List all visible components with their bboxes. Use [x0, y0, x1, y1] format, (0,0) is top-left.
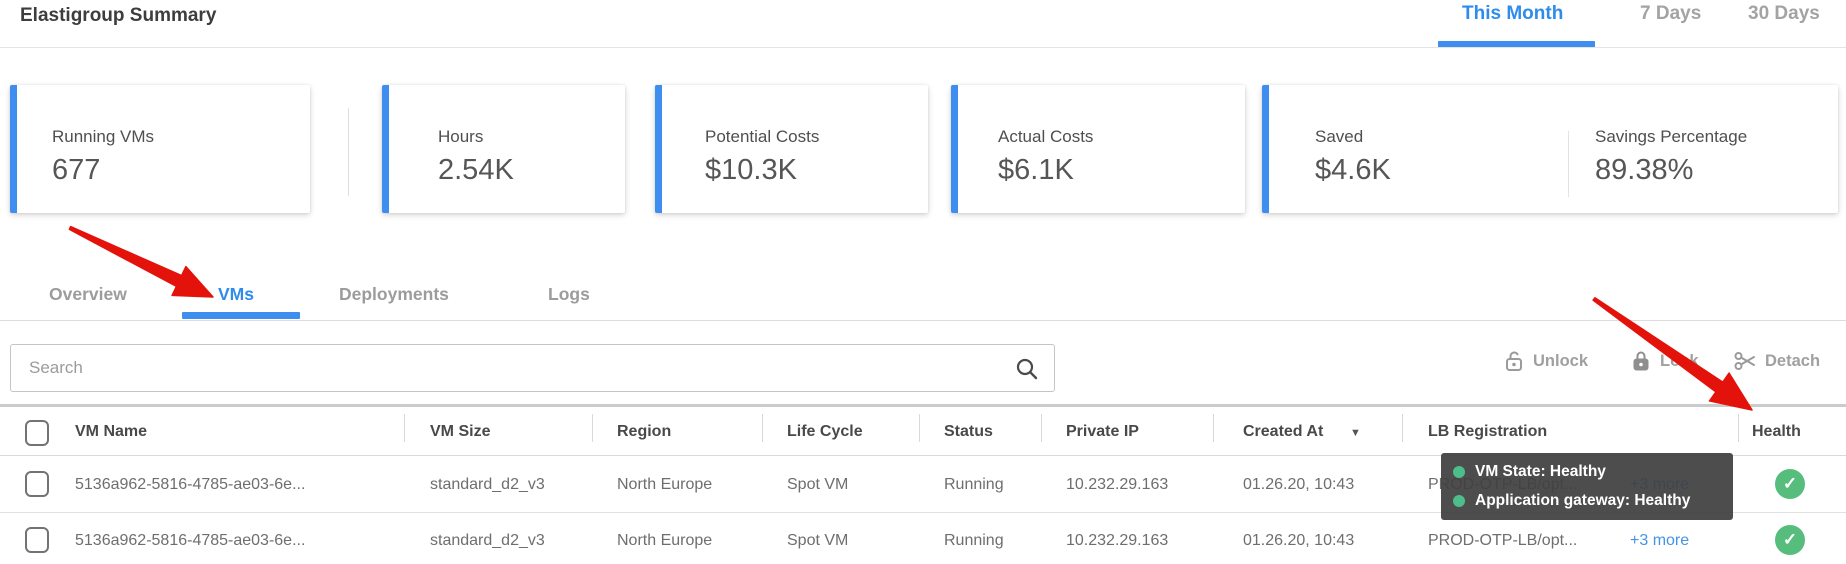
column-divider — [1738, 414, 1739, 442]
column-divider — [404, 414, 405, 442]
col-header-region[interactable]: Region — [617, 423, 672, 440]
card-value: $6.1K — [998, 154, 1074, 186]
table-top-border — [0, 404, 1846, 407]
healthy-dot-icon — [1453, 466, 1465, 478]
health-check-icon[interactable]: ✓ — [1775, 469, 1805, 499]
healthy-dot-icon — [1453, 495, 1465, 507]
lock-button[interactable]: Lock — [1630, 349, 1699, 373]
lock-icon — [1630, 349, 1652, 373]
row-checkbox[interactable] — [25, 471, 49, 497]
search-input[interactable] — [11, 345, 1054, 391]
cell-vm-name: 5136a962-5816-4785-ae03-6e... — [75, 476, 306, 493]
card-gap-divider — [348, 108, 349, 196]
sort-desc-icon[interactable]: ▼ — [1350, 427, 1361, 439]
tab-overview[interactable]: Overview — [49, 284, 127, 304]
col-header-vm-size[interactable]: VM Size — [430, 423, 491, 440]
tabs-divider — [0, 320, 1846, 321]
card-label: Hours — [438, 127, 484, 146]
col-header-life-cycle[interactable]: Life Cycle — [787, 423, 863, 440]
column-divider — [1041, 414, 1042, 442]
card-saved-savings: Saved $4.6K Savings Percentage 89.38% — [1262, 85, 1838, 213]
active-section-tab-underline — [182, 312, 300, 319]
col-header-private-ip[interactable]: Private IP — [1066, 423, 1139, 440]
row-checkbox[interactable] — [25, 527, 49, 553]
unlock-label: Unlock — [1533, 351, 1589, 370]
tooltip-text: Application gateway: Healthy — [1475, 492, 1691, 509]
lock-label: Lock — [1660, 351, 1699, 370]
check-glyph: ✓ — [1782, 530, 1798, 549]
col-header-lb-registration[interactable]: LB Registration — [1428, 423, 1548, 440]
card-hours: Hours 2.54K — [382, 85, 625, 213]
cell-vm-name: 5136a962-5816-4785-ae03-6e... — [75, 532, 306, 549]
col-header-created-at[interactable]: Created At — [1243, 423, 1324, 440]
cell-created-at: 01.26.20, 10:43 — [1243, 532, 1355, 549]
row-divider — [0, 512, 1846, 513]
tooltip-line: VM State: Healthy — [1453, 463, 1721, 481]
unlock-button[interactable]: Unlock — [1503, 349, 1588, 373]
cell-created-at: 01.26.20, 10:43 — [1243, 476, 1355, 493]
card-actual-costs: Actual Costs $6.1K — [951, 85, 1245, 213]
card-label: Running VMs — [52, 127, 155, 146]
cell-vm-size: standard_d2_v3 — [430, 532, 545, 549]
card-value: $4.6K — [1315, 154, 1391, 186]
tooltip-text: VM State: Healthy — [1475, 463, 1606, 480]
cell-region: North Europe — [617, 532, 713, 549]
active-period-tab-underline — [1438, 41, 1595, 48]
tooltip-line: Application gateway: Healthy — [1453, 492, 1721, 510]
card-label: Saved — [1315, 127, 1364, 146]
check-glyph: ✓ — [1782, 474, 1798, 493]
search-box — [10, 344, 1055, 392]
cell-status: Running — [944, 532, 1004, 549]
page-title: Elastigroup Summary — [20, 5, 217, 26]
column-divider — [919, 414, 920, 442]
col-header-vm-name[interactable]: VM Name — [75, 423, 148, 440]
cell-status: Running — [944, 476, 1004, 493]
health-check-icon[interactable]: ✓ — [1775, 525, 1805, 555]
column-divider — [592, 414, 593, 442]
column-divider — [1402, 414, 1403, 442]
card-value: 2.54K — [438, 154, 514, 186]
cell-life-cycle: Spot VM — [787, 532, 849, 549]
cell-vm-size: standard_d2_v3 — [430, 476, 545, 493]
cell-private-ip: 10.232.29.163 — [1066, 532, 1169, 549]
col-header-status[interactable]: Status — [944, 423, 993, 440]
tab-vms[interactable]: VMs — [218, 284, 254, 304]
header-divider — [0, 47, 1846, 48]
cell-region: North Europe — [617, 476, 713, 493]
card-label: Actual Costs — [998, 127, 1094, 146]
card-value: $10.3K — [705, 154, 797, 186]
period-tab-this-month[interactable]: This Month — [1462, 3, 1564, 24]
lb-more-link[interactable]: +3 more — [1630, 532, 1690, 549]
health-tooltip: VM State: Healthy Application gateway: H… — [1441, 453, 1733, 520]
col-header-health[interactable]: Health — [1752, 423, 1801, 440]
cell-lb-registration: PROD-OTP-LB/opt... — [1428, 532, 1578, 549]
period-tab-30-days[interactable]: 30 Days — [1748, 3, 1820, 24]
search-icon[interactable] — [1014, 356, 1040, 382]
card-value: 677 — [52, 154, 101, 186]
column-divider — [1213, 414, 1214, 442]
tab-logs[interactable]: Logs — [548, 284, 590, 304]
card-label: Potential Costs — [705, 127, 820, 146]
card-inner-divider — [1568, 131, 1569, 197]
select-all-checkbox[interactable] — [25, 420, 49, 446]
scissors-icon — [1733, 349, 1757, 373]
detach-button[interactable]: Detach — [1733, 349, 1820, 373]
cell-private-ip: 10.232.29.163 — [1066, 476, 1169, 493]
cell-life-cycle: Spot VM — [787, 476, 849, 493]
table-header-border — [0, 455, 1846, 456]
unlock-icon — [1503, 349, 1525, 373]
detach-label: Detach — [1765, 351, 1821, 370]
card-running-vms: Running VMs 677 — [10, 85, 310, 213]
tab-deployments[interactable]: Deployments — [339, 284, 449, 304]
card-potential-costs: Potential Costs $10.3K — [655, 85, 928, 213]
card-value: 89.38% — [1595, 154, 1694, 186]
period-tab-7-days[interactable]: 7 Days — [1640, 3, 1702, 24]
column-divider — [762, 414, 763, 442]
card-label: Savings Percentage — [1595, 127, 1748, 146]
